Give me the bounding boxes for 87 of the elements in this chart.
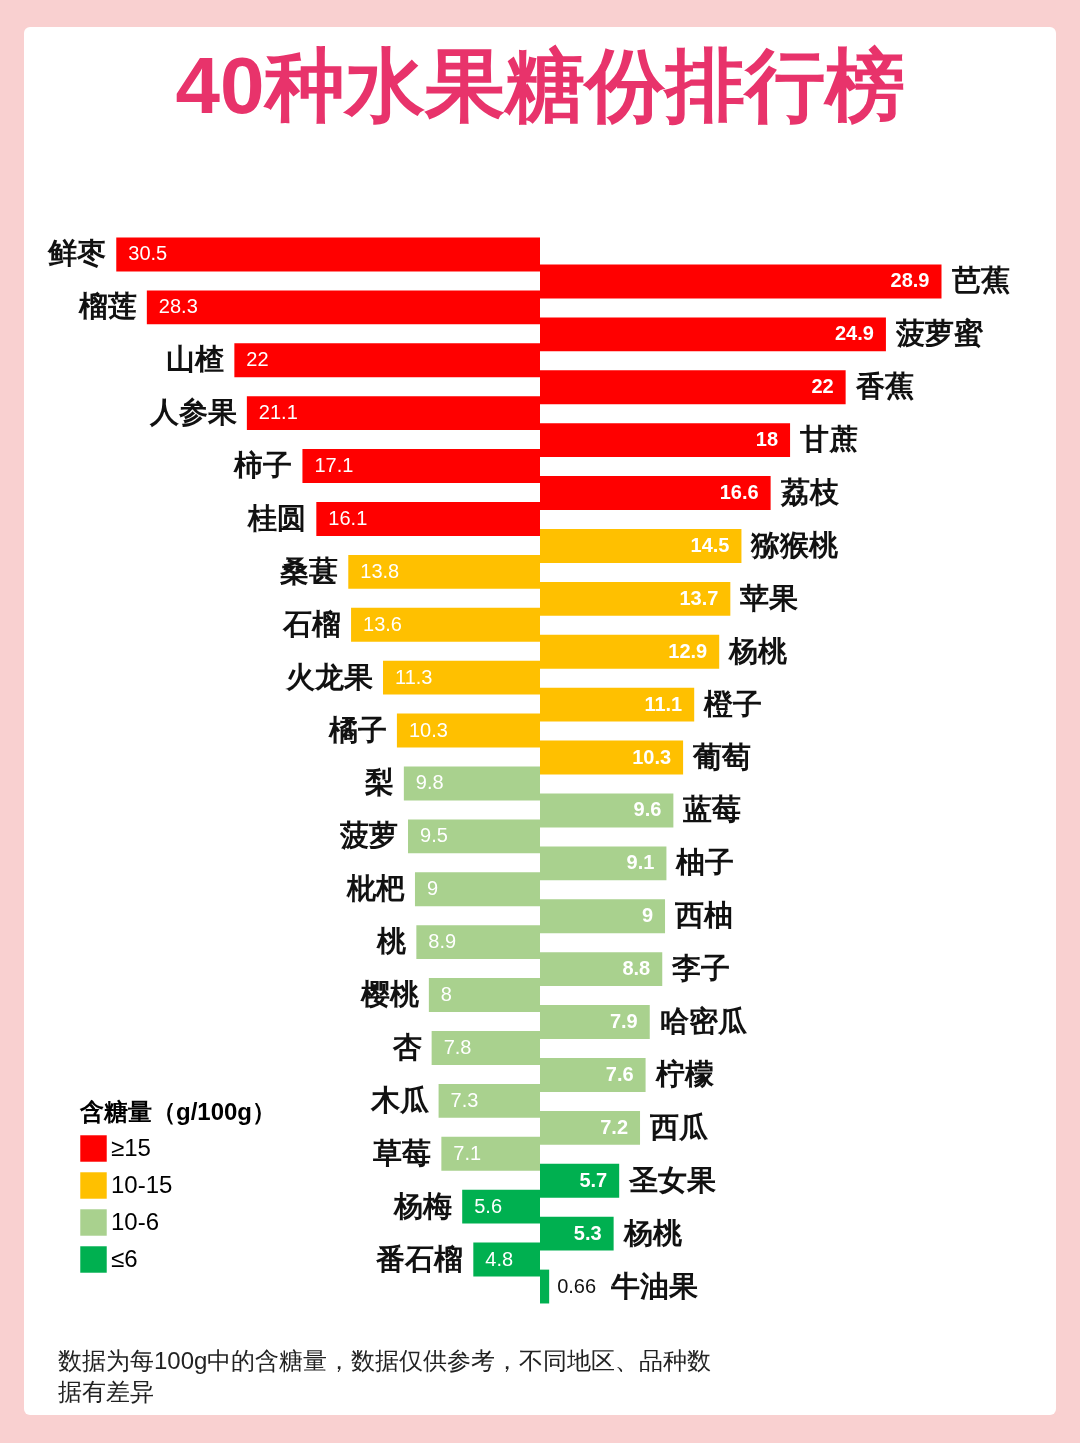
category-label: 李子 (672, 952, 731, 985)
category-label: 西柚 (675, 899, 734, 932)
data-label: 17.1 (314, 454, 354, 477)
category-label: 杨桃 (729, 634, 788, 667)
data-label: 8.9 (428, 930, 457, 953)
category-label: 桃 (377, 925, 407, 958)
data-label: 4.8 (485, 1247, 514, 1270)
data-label: 28.3 (158, 295, 198, 318)
legend-title: 含糖量（g/100g） (79, 1098, 277, 1125)
data-label: 5.6 (474, 1194, 503, 1217)
category-label: 牛油果 (611, 1269, 699, 1302)
data-label: 7.3 (450, 1088, 479, 1111)
data-label: 8 (440, 983, 452, 1006)
legend-label: 10-15 (111, 1170, 173, 1198)
category-label: 鲜枣 (48, 237, 107, 270)
category-label: 木瓜 (370, 1083, 429, 1116)
category-label: 人参果 (149, 396, 237, 429)
data-label: 10.3 (632, 745, 672, 768)
data-label: 14.5 (690, 533, 730, 556)
data-label: 28.9 (890, 269, 930, 292)
data-label: 5.7 (579, 1168, 608, 1191)
category-label: 菠萝 (340, 819, 399, 852)
data-label: 9.6 (633, 798, 662, 821)
category-label: 猕猴桃 (751, 528, 839, 561)
text: 数据为每100g中的含糖量，数据仅供参考，不同地区、品种数据有差异 (58, 1346, 713, 1407)
chart-title: 40种水果糖份排行榜 (175, 41, 905, 130)
data-label: 7.9 (609, 1010, 638, 1033)
category-label: 菠萝蜜 (895, 317, 983, 350)
category-label: 芭蕉 (951, 264, 1010, 297)
legend-label: 10-6 (111, 1207, 160, 1235)
data-label: 11.3 (395, 665, 433, 688)
data-label: 7.1 (453, 1141, 482, 1164)
category-label: 杨桃 (623, 1216, 682, 1249)
category-label: 蓝莓 (683, 793, 742, 826)
data-label: 9.1 (626, 851, 655, 874)
data-label: 7.8 (443, 1035, 472, 1058)
category-label: 榴莲 (78, 290, 137, 323)
category-label: 圣女果 (629, 1163, 717, 1196)
data-label: 5.3 (573, 1221, 602, 1244)
category-label: 草莓 (373, 1136, 432, 1169)
category-label: 山楂 (166, 343, 225, 376)
data-label: 24.9 (834, 322, 874, 345)
data-label: 13.7 (679, 586, 719, 609)
data-label: 22 (246, 348, 269, 371)
data-label: 8.8 (622, 957, 651, 980)
category-label: 哈密瓜 (659, 1005, 747, 1038)
category-label: 橘子 (328, 713, 387, 746)
legend-label: ≥15 (111, 1133, 151, 1161)
category-label: 梨 (364, 766, 394, 799)
data-label: 13.6 (363, 612, 402, 635)
category-label: 柚子 (676, 846, 735, 879)
data-label: 9 (641, 904, 654, 927)
category-label: 樱桃 (360, 978, 419, 1011)
data-label: 30.5 (128, 242, 168, 265)
data-label: 16.1 (328, 506, 368, 529)
category-label: 苹果 (740, 581, 799, 614)
data-label: 7.6 (605, 1062, 634, 1085)
legend-label: ≤6 (111, 1244, 138, 1272)
category-label: 橙子 (704, 687, 763, 720)
data-label: 0.66 (557, 1274, 597, 1297)
data-label: 16.6 (719, 481, 759, 504)
category-label: 柠檬 (655, 1057, 714, 1090)
category-label: 枇杷 (346, 872, 405, 905)
category-label: 番石榴 (376, 1242, 464, 1275)
category-label: 桂圆 (248, 501, 307, 534)
data-label: 9 (426, 877, 439, 900)
category-label: 甘蔗 (800, 423, 859, 456)
category-label: 杏 (392, 1030, 422, 1063)
category-label: 火龙果 (286, 660, 374, 693)
data-label: 9.5 (420, 824, 448, 847)
data-label: 12.9 (668, 639, 708, 662)
category-label: 西瓜 (650, 1110, 709, 1143)
category-label: 香蕉 (855, 370, 914, 403)
data-label: 9.8 (415, 771, 444, 794)
data-label: 22 (811, 375, 834, 398)
category-label: 荔枝 (780, 476, 839, 509)
category-label: 葡萄 (693, 740, 752, 773)
data-label: 13.8 (360, 559, 400, 582)
data-label: 10.3 (408, 718, 448, 741)
data-label: 11.1 (644, 692, 683, 715)
category-label: 石榴 (283, 607, 342, 640)
data-label: 21.1 (258, 401, 298, 424)
category-label: 桑葚 (280, 554, 339, 587)
category-label: 柿子 (234, 449, 293, 482)
data-label: 18 (755, 428, 779, 451)
category-label: 杨梅 (394, 1189, 453, 1222)
data-label: 7.2 (600, 1115, 629, 1138)
